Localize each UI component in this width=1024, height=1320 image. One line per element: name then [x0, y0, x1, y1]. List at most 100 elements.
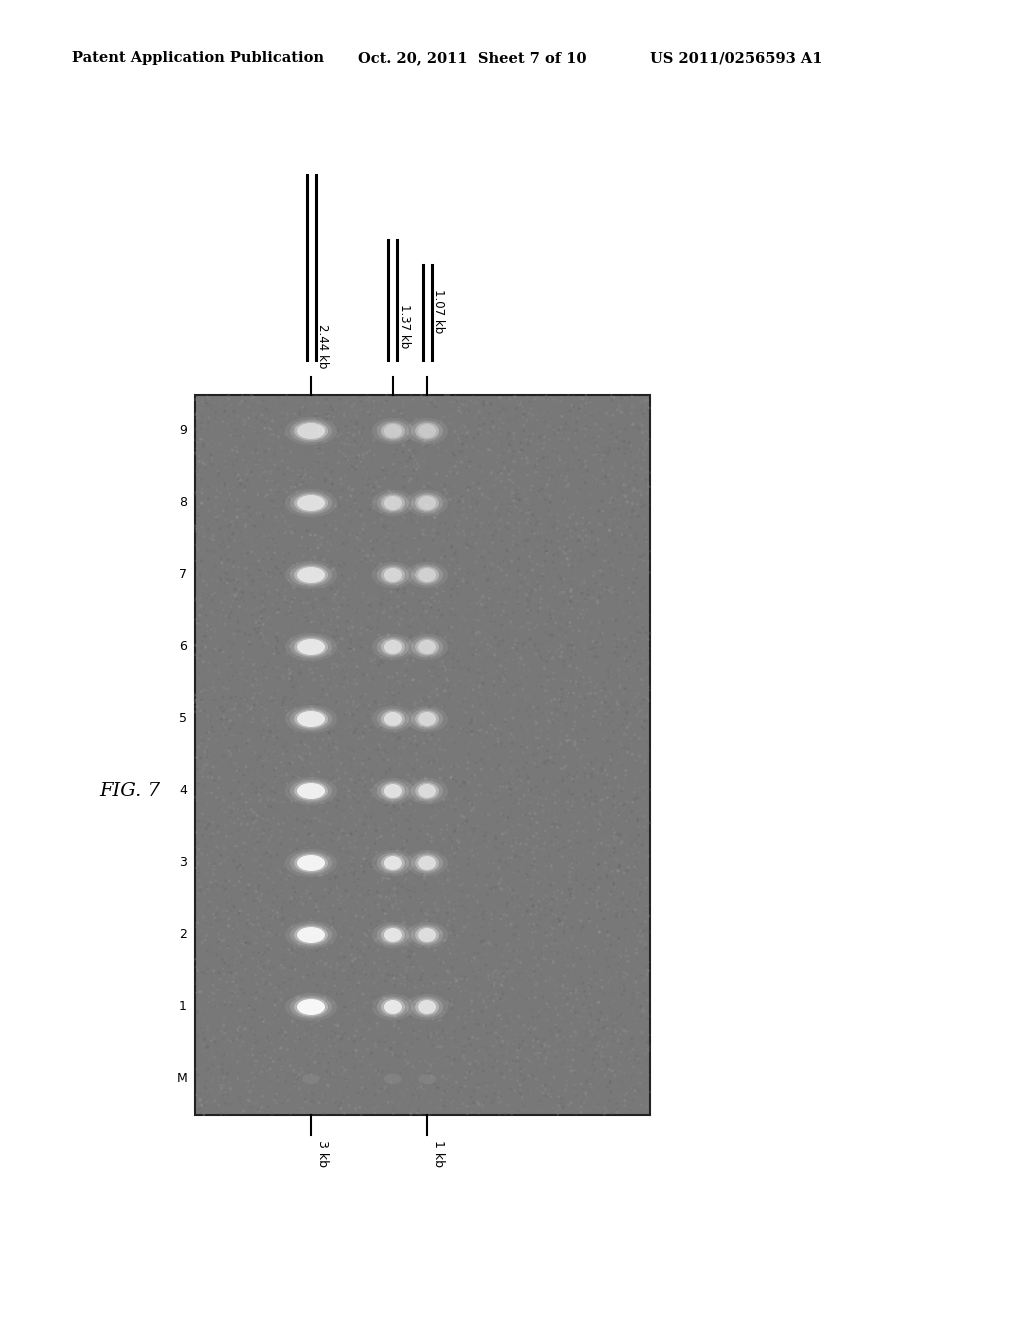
Point	[355, 826, 372, 847]
Point	[309, 638, 326, 659]
Point	[601, 997, 617, 1018]
Point	[285, 1016, 301, 1038]
Point	[489, 789, 506, 810]
Point	[390, 682, 407, 704]
Point	[207, 618, 223, 639]
Point	[389, 574, 406, 595]
Point	[543, 702, 559, 723]
Point	[467, 841, 483, 862]
Point	[375, 1094, 391, 1115]
Point	[568, 853, 585, 874]
Point	[226, 569, 243, 590]
Point	[559, 528, 575, 549]
Point	[494, 494, 510, 515]
Point	[506, 602, 522, 623]
Point	[403, 898, 420, 919]
Point	[465, 907, 481, 928]
Point	[273, 1035, 290, 1056]
Point	[399, 405, 416, 426]
Point	[249, 760, 265, 781]
Point	[191, 461, 208, 482]
Point	[553, 645, 569, 667]
Point	[514, 647, 530, 668]
Point	[349, 878, 366, 899]
Point	[294, 655, 310, 676]
Point	[504, 1052, 520, 1073]
Point	[248, 927, 264, 948]
Point	[585, 843, 601, 865]
Point	[315, 752, 332, 774]
Point	[248, 933, 264, 954]
Point	[272, 561, 289, 582]
Point	[492, 768, 508, 789]
Point	[409, 994, 425, 1015]
Point	[620, 598, 636, 619]
Point	[391, 1096, 408, 1117]
Point	[468, 968, 484, 989]
Point	[622, 593, 638, 614]
Point	[324, 775, 340, 796]
Point	[604, 441, 621, 462]
Point	[476, 1081, 493, 1102]
Point	[403, 612, 420, 634]
Point	[588, 561, 604, 582]
Point	[612, 675, 629, 696]
Point	[343, 898, 359, 919]
Point	[436, 858, 453, 879]
Point	[458, 533, 474, 554]
Point	[263, 921, 280, 942]
Point	[413, 743, 429, 764]
Point	[402, 611, 419, 632]
Point	[263, 906, 280, 927]
Point	[496, 668, 512, 689]
Point	[550, 768, 566, 789]
Point	[420, 851, 436, 873]
Point	[341, 422, 357, 444]
Point	[266, 730, 283, 751]
Point	[434, 605, 451, 626]
Point	[515, 729, 531, 750]
Point	[482, 628, 499, 649]
Point	[549, 812, 565, 833]
Point	[215, 820, 231, 841]
Point	[201, 407, 217, 428]
Point	[631, 624, 647, 645]
Point	[285, 939, 301, 960]
Point	[201, 808, 217, 829]
Point	[629, 855, 645, 876]
Point	[416, 1053, 432, 1074]
Point	[455, 433, 471, 454]
Point	[529, 915, 546, 936]
Point	[392, 793, 409, 814]
Point	[598, 776, 614, 797]
Point	[367, 1085, 383, 1106]
Point	[290, 421, 306, 442]
Point	[552, 1094, 568, 1115]
Point	[323, 772, 339, 793]
Point	[256, 913, 272, 935]
Point	[488, 451, 505, 473]
Point	[488, 759, 505, 780]
Point	[199, 950, 215, 972]
Point	[623, 506, 639, 527]
Point	[254, 591, 270, 612]
Point	[626, 573, 642, 594]
Point	[626, 623, 642, 644]
Point	[426, 902, 442, 923]
Point	[630, 810, 646, 832]
Point	[430, 414, 446, 436]
Point	[319, 843, 336, 865]
Point	[526, 634, 543, 655]
Point	[578, 392, 594, 413]
Point	[470, 1077, 486, 1098]
Point	[254, 1061, 270, 1082]
Point	[252, 817, 268, 838]
Point	[547, 974, 563, 995]
Point	[253, 397, 269, 418]
Point	[222, 888, 239, 909]
Point	[191, 564, 208, 585]
Point	[606, 605, 623, 626]
Point	[564, 797, 581, 818]
Point	[421, 432, 437, 453]
Point	[200, 879, 216, 900]
